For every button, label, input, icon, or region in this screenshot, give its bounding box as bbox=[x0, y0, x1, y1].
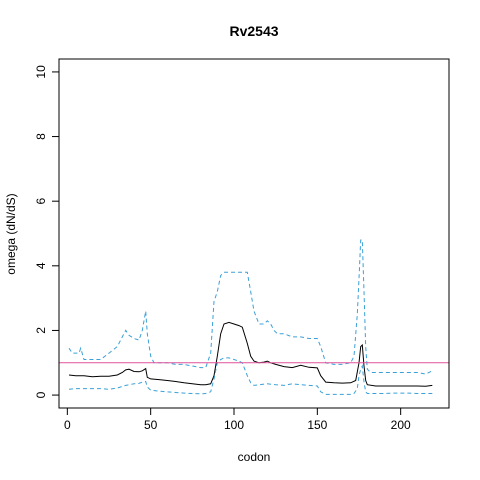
plot-frame bbox=[58, 58, 450, 409]
plot-series bbox=[59, 239, 449, 395]
x-axis: 0 50 100 150 200 bbox=[64, 407, 411, 432]
y-tick-label: 10 bbox=[34, 65, 48, 79]
y-tick-label: 4 bbox=[34, 262, 48, 269]
y-tick-label: 8 bbox=[34, 133, 48, 140]
x-axis-label: codon bbox=[238, 450, 271, 464]
upper-bound-line bbox=[68, 239, 433, 375]
x-tick-label: 200 bbox=[391, 418, 411, 432]
lower-bound-line bbox=[68, 357, 433, 395]
x-tick-label: 100 bbox=[224, 418, 244, 432]
omega-mean-line bbox=[68, 321, 433, 387]
y-tick-label: 2 bbox=[34, 327, 48, 334]
y-axis-label: omega (dN/dS) bbox=[4, 193, 18, 274]
y-axis: 0 2 4 6 8 10 bbox=[34, 65, 60, 398]
y-tick-label: 0 bbox=[34, 391, 48, 398]
x-tick-label: 0 bbox=[64, 418, 71, 432]
chart-title: Rv2543 bbox=[229, 23, 278, 39]
y-tick-label: 6 bbox=[34, 198, 48, 205]
x-tick-label: 150 bbox=[307, 418, 327, 432]
x-tick-label: 50 bbox=[144, 418, 158, 432]
